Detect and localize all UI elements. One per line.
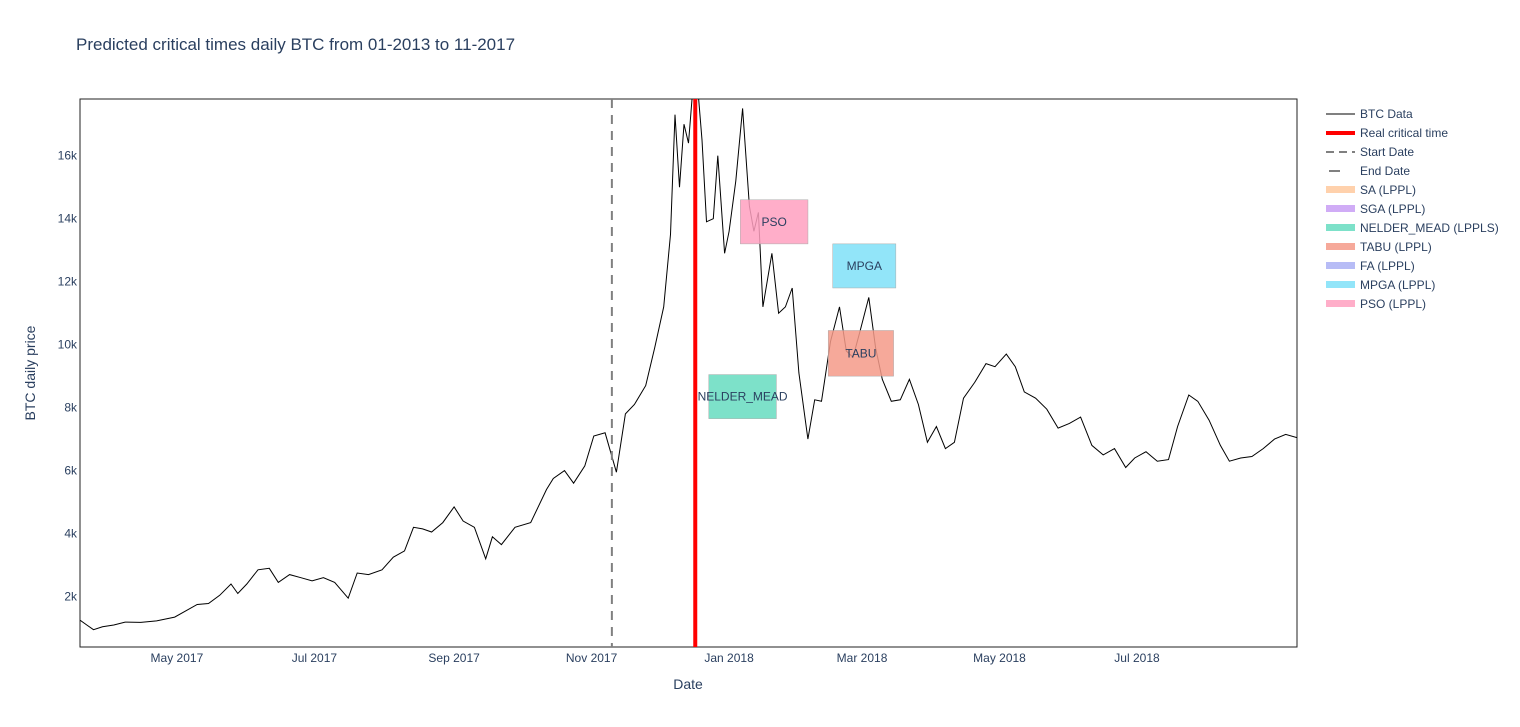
series-line-0 <box>80 99 1297 631</box>
x-tick-label-7: Jul 2018 <box>1114 651 1160 665</box>
y-tick-label-2: 6k <box>64 464 78 478</box>
legend-item-label-10: PSO (LPPL) <box>1360 297 1426 311</box>
prediction-box-3 <box>708 374 777 419</box>
prediction-box-label-0: PSO <box>761 215 786 229</box>
x-axis-title: Date <box>673 676 703 692</box>
x-tick-label-6: May 2018 <box>973 651 1026 665</box>
legend-swatch-9 <box>1326 281 1355 288</box>
prediction-box-0 <box>740 199 809 245</box>
legend-item-label-2: Start Date <box>1360 145 1414 159</box>
plot-area <box>79 98 1298 648</box>
y-tick-label-6: 14k <box>58 212 78 226</box>
y-tick-label-7: 16k <box>58 149 78 163</box>
y-axis-title: BTC daily price <box>22 325 38 420</box>
legend-item-label-5: SGA (LPPL) <box>1360 202 1425 216</box>
x-tick-label-5: Mar 2018 <box>837 651 888 665</box>
y-tick-label-1: 4k <box>64 527 78 541</box>
legend-swatch-10 <box>1326 300 1355 307</box>
legend-item-label-8: FA (LPPL) <box>1360 259 1415 273</box>
plot-layer: PSO MPGA TABU NELDER_MEAD <box>80 99 1297 647</box>
chart-title: Predicted critical times daily BTC from … <box>76 35 515 54</box>
legend-item-label-6: NELDER_MEAD (LPPLS) <box>1360 221 1499 235</box>
legend-item-label-7: TABU (LPPL) <box>1360 240 1432 254</box>
prediction-box-label-3: NELDER_MEAD <box>698 390 788 404</box>
axes-layer: May 2017 Jul 2017 Sep 2017 Nov 2017 Jan 2018… <box>58 149 1160 665</box>
legend-item-label-4: SA (LPPL) <box>1360 183 1416 197</box>
legend-swatch-6 <box>1326 224 1355 231</box>
x-tick-label-3: Nov 2017 <box>566 651 618 665</box>
legend-swatch-5 <box>1326 205 1355 212</box>
y-tick-label-3: 8k <box>64 401 78 415</box>
prediction-box-label-1: MPGA <box>847 259 882 273</box>
legend-item-label-3: End Date <box>1360 164 1410 178</box>
legend-swatch-4 <box>1326 186 1355 193</box>
prediction-box-label-2: TABU <box>845 346 876 360</box>
legend-swatch-7 <box>1326 243 1355 250</box>
y-tick-label-5: 12k <box>58 275 78 289</box>
x-tick-label-2: Sep 2017 <box>428 651 480 665</box>
legend-swatch-8 <box>1326 262 1355 269</box>
legend: BTC Data Real critical time Start Date End … <box>1326 107 1499 311</box>
x-tick-label-4: Jan 2018 <box>704 651 754 665</box>
legend-item-label-1: Real critical time <box>1360 126 1448 140</box>
y-tick-label-0: 2k <box>64 590 78 604</box>
x-tick-label-1: Jul 2017 <box>292 651 338 665</box>
legend-item-label-9: MPGA (LPPL) <box>1360 278 1435 292</box>
legend-item-label-0: BTC Data <box>1360 107 1413 121</box>
prediction-box-2 <box>827 330 894 377</box>
y-tick-label-4: 10k <box>58 338 78 352</box>
prediction-box-1 <box>832 243 897 289</box>
x-tick-label-0: May 2017 <box>151 651 204 665</box>
